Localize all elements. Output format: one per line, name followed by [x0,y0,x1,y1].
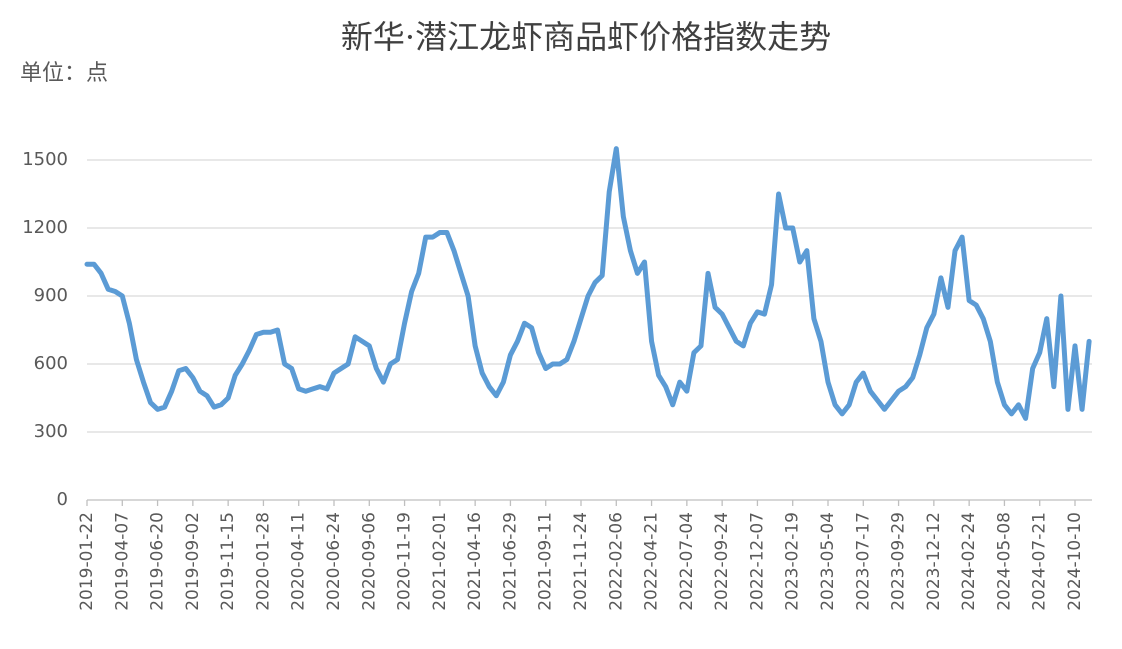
chart-title: 新华·潜江龙虾商品虾价格指数走势 [341,18,831,56]
y-tick-label: 300 [34,421,68,442]
y-tick-label: 1500 [22,149,68,170]
x-tick-label: 2024-07-21 [1030,512,1050,611]
x-tick-label: 2019-01-22 [77,512,97,611]
x-tick-label: 2024-05-08 [994,512,1014,611]
x-tick-label: 2019-06-20 [148,512,168,611]
x-tick-label: 2023-12-12 [924,512,944,611]
data-line [84,146,1092,421]
x-tick-label: 2021-02-01 [430,512,450,611]
x-tick-label: 2022-02-06 [606,512,626,611]
x-tick-label: 2023-09-29 [889,512,909,611]
x-tick-label: 2019-04-07 [112,512,132,611]
x-tick-label: 2021-11-24 [571,512,591,611]
x-tick-label: 2019-09-02 [183,512,203,611]
x-tick-label: 2020-11-19 [395,512,415,611]
x-tick-label: 2023-07-17 [853,512,873,611]
x-tick-label: 2022-04-21 [642,512,662,611]
y-tick-label: 900 [34,285,68,306]
x-tick-label: 2024-02-24 [959,512,979,611]
x-tick-label: 2024-10-10 [1065,512,1085,611]
x-tick-label: 2020-04-11 [289,512,309,611]
x-tick-label: 2022-09-24 [712,512,732,611]
x-tick-label: 2020-06-24 [324,512,344,611]
x-tick-label: 2019-11-15 [218,512,238,611]
y-tick-label: 0 [57,489,68,510]
x-tick-label: 2023-02-19 [783,512,803,611]
y-tick-label: 600 [34,353,68,374]
x-tick-label: 2020-09-06 [359,512,379,611]
unit-label: 单位：点 [20,61,108,86]
x-tick-label: 2022-07-04 [677,512,697,611]
x-tick-label: 2021-06-29 [500,512,520,611]
x-tick-label: 2021-09-11 [536,512,556,611]
x-tick-label: 2021-04-16 [465,512,485,611]
x-tick-label: 2020-01-28 [253,512,273,611]
x-tick-label: 2022-12-07 [747,512,767,611]
y-tick-label: 1200 [22,217,68,238]
x-tick-label: 2023-05-04 [818,512,838,611]
